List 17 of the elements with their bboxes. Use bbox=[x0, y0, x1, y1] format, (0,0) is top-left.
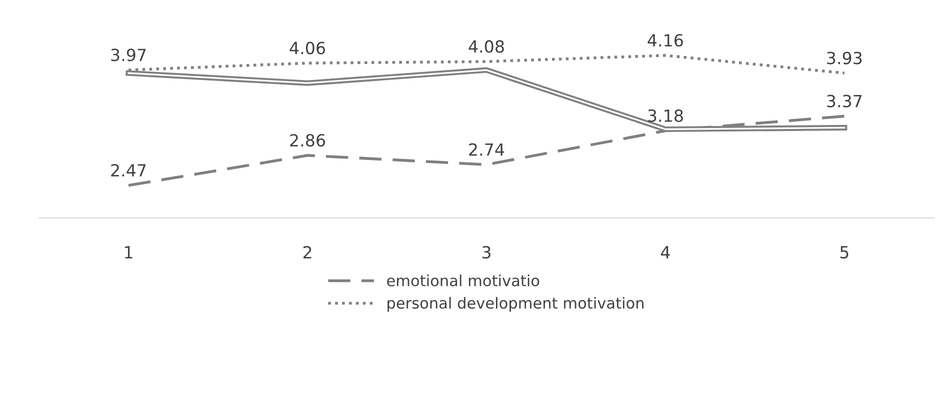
data-label: 2.47 bbox=[111, 164, 146, 176]
x-tick-label: 2 bbox=[303, 246, 312, 258]
data-label: 4.06 bbox=[290, 42, 325, 54]
data-label: 2.74 bbox=[469, 143, 504, 156]
x-tick-label: 3 bbox=[482, 246, 490, 259]
data-label: 4.08 bbox=[468, 40, 504, 53]
legend-label: personal development motivation bbox=[388, 296, 644, 312]
legend-label: emotional motivatio bbox=[387, 274, 540, 286]
x-tick-label: 1 bbox=[125, 246, 132, 258]
x-tick-label: 5 bbox=[840, 246, 848, 259]
data-label: 2.86 bbox=[290, 134, 325, 147]
data-label: 3.97 bbox=[111, 48, 146, 62]
data-label: 3.93 bbox=[827, 52, 862, 64]
data-label: 3.37 bbox=[827, 94, 862, 108]
data-label: 4.16 bbox=[648, 34, 683, 47]
data-label: 3.18 bbox=[648, 109, 683, 122]
x-tick-label: 4 bbox=[660, 246, 670, 258]
